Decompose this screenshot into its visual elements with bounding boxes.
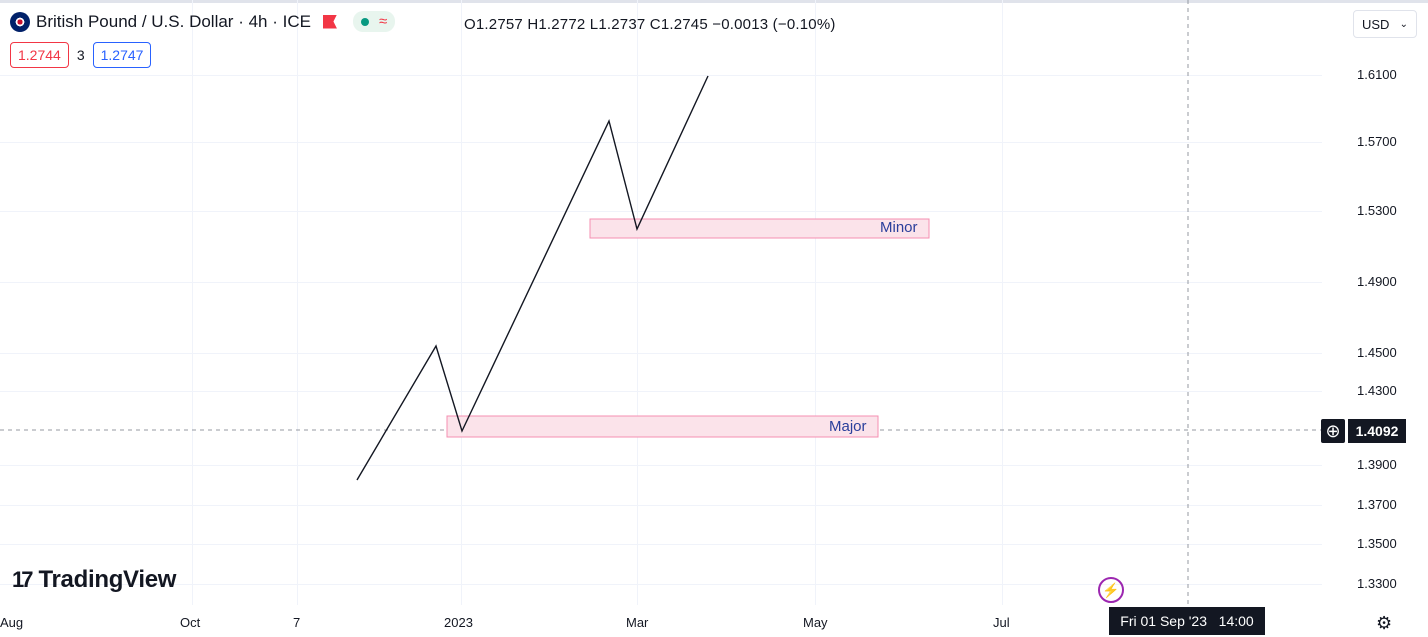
grid-line xyxy=(0,544,1322,545)
x-axis-label: Aug xyxy=(0,615,24,630)
y-axis-label: 1.5700 xyxy=(1357,134,1397,149)
crosshair-time-label: Fri 01 Sep '23 14:00 xyxy=(1109,607,1265,635)
lightning-icon[interactable]: ⚡ xyxy=(1098,577,1124,603)
grid-line xyxy=(0,142,1322,143)
grid-line xyxy=(0,75,1322,76)
y-axis-label: 1.4300 xyxy=(1357,383,1397,398)
sell-price-button[interactable]: 1.2744 xyxy=(10,42,69,68)
x-axis-label: Oct xyxy=(180,615,201,630)
y-axis-label: 1.4900 xyxy=(1357,274,1397,289)
market-status-badge[interactable]: ≈ xyxy=(352,11,396,32)
grid-line xyxy=(0,391,1322,392)
y-axis-label: 1.3500 xyxy=(1357,536,1397,551)
symbol-legend[interactable]: British Pound / U.S. Dollar · 4h · ICE ≈ xyxy=(10,11,396,32)
grid-line xyxy=(0,211,1322,212)
grid-line xyxy=(0,584,1322,585)
grid-line xyxy=(192,0,193,605)
grid-line xyxy=(461,0,462,605)
grid-line xyxy=(0,282,1322,283)
major-zone-label: Major xyxy=(829,418,867,435)
major-zone-box xyxy=(446,415,879,438)
price-path-line xyxy=(356,75,709,481)
symbol-title[interactable]: British Pound / U.S. Dollar · 4h · ICE xyxy=(36,11,311,31)
spread-value: 3 xyxy=(76,47,85,63)
settings-gear-icon[interactable]: ⚙ xyxy=(1376,613,1393,633)
tradingview-logo[interactable]: 17 TradingView xyxy=(12,566,176,594)
x-axis-label: Jul xyxy=(993,615,1010,630)
crosshair-price-label: 1.4092 xyxy=(1348,419,1406,443)
grid-line xyxy=(0,353,1322,354)
grid-line xyxy=(637,0,638,605)
delayed-data-icon: ≈ xyxy=(378,13,388,30)
x-axis-label: 7 xyxy=(293,615,301,630)
x-axis-label: 2023 xyxy=(444,615,473,630)
x-axis-label: Mar xyxy=(626,615,649,630)
ohlc-values: O1.2757 H1.2772 L1.2737 C1.2745 −0.0013 … xyxy=(464,16,836,33)
x-axis-label: May xyxy=(803,615,828,630)
grid-line xyxy=(815,0,816,605)
minor-zone-label: Minor xyxy=(880,219,918,236)
y-axis-label: 1.4500 xyxy=(1357,345,1397,360)
grid-line xyxy=(0,505,1322,506)
add-alert-plus-icon[interactable]: ⊕ xyxy=(1321,419,1345,443)
currency-selector[interactable]: USD ⌄ xyxy=(1353,10,1417,38)
flag-marker-icon[interactable] xyxy=(322,14,337,29)
currency-label: USD xyxy=(1362,16,1390,32)
y-axis-label: 1.3700 xyxy=(1357,497,1397,512)
tradingview-logo-icon: 17 xyxy=(12,567,34,592)
y-axis-label: 1.3300 xyxy=(1357,576,1397,591)
y-axis-label: 1.3900 xyxy=(1357,457,1397,472)
market-open-dot-icon xyxy=(360,17,369,26)
chevron-down-icon: ⌄ xyxy=(1399,18,1408,30)
minor-zone-box xyxy=(589,218,930,239)
grid-line xyxy=(297,0,298,605)
top-border xyxy=(0,0,1428,3)
buy-price-button[interactable]: 1.2747 xyxy=(92,42,152,68)
y-axis-label: 1.5300 xyxy=(1357,203,1397,218)
grid-line xyxy=(0,465,1322,466)
quote-panel: 1.2744 3 1.2747 xyxy=(10,42,152,68)
brand-name: TradingView xyxy=(38,566,177,593)
grid-line xyxy=(1002,0,1003,605)
currency-flag-icon xyxy=(10,11,30,32)
y-axis-label: 1.6100 xyxy=(1357,67,1397,82)
